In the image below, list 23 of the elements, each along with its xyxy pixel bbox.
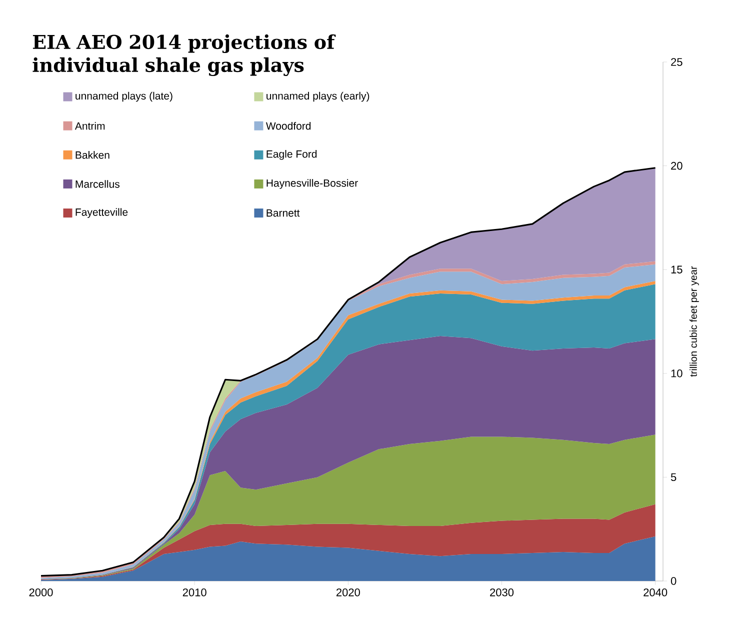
x-tick-label: 2010 xyxy=(182,588,206,596)
y-axis-title: trillion cubic feet per year xyxy=(690,266,699,377)
x-tick-label: 2030 xyxy=(490,588,514,596)
chart-title: EIA AEO 2014 projections of individual shale gas plays xyxy=(32,34,336,76)
legend-label: Woodford xyxy=(266,122,311,130)
legend-label: Barnett xyxy=(266,209,300,217)
y-tick-label: 5 xyxy=(670,473,676,482)
legend-label: Bakken xyxy=(76,151,110,159)
y-tick-label: 25 xyxy=(671,58,682,66)
x-tick-label: 2020 xyxy=(336,588,360,596)
legend-label: Fayetteville xyxy=(76,208,128,218)
y-tick-label: 20 xyxy=(671,162,682,170)
legend-label: Haynesville-Bossier xyxy=(266,179,358,189)
legend-label: Marcellus xyxy=(76,180,120,188)
legend-label: Eagle Ford xyxy=(266,150,317,160)
legend-label: unnamed plays (late) xyxy=(76,92,172,102)
y-tick-label: 10 xyxy=(671,370,682,378)
y-tick-label: 0 xyxy=(670,577,676,585)
legend-label: unnamed plays (early) xyxy=(266,92,370,102)
legend-label: Antrim xyxy=(74,122,105,130)
x-tick-label: 2040 xyxy=(644,588,668,596)
y-tick-label: 15 xyxy=(671,266,682,274)
x-tick-label: 2000 xyxy=(29,588,53,596)
